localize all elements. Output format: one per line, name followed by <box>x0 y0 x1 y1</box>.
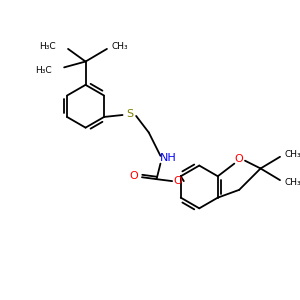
Text: O: O <box>130 171 139 181</box>
Text: CH₃: CH₃ <box>284 178 300 187</box>
Text: H₃C: H₃C <box>39 43 56 52</box>
Text: CH₃: CH₃ <box>284 150 300 159</box>
Text: CH₃: CH₃ <box>111 43 128 52</box>
Text: H₃C: H₃C <box>35 66 52 75</box>
Text: O: O <box>174 176 182 186</box>
Text: S: S <box>126 109 133 119</box>
Text: O: O <box>235 154 244 164</box>
Text: NH: NH <box>160 153 177 163</box>
